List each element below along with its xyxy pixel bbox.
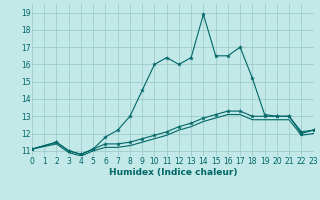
X-axis label: Humidex (Indice chaleur): Humidex (Indice chaleur)	[108, 168, 237, 177]
